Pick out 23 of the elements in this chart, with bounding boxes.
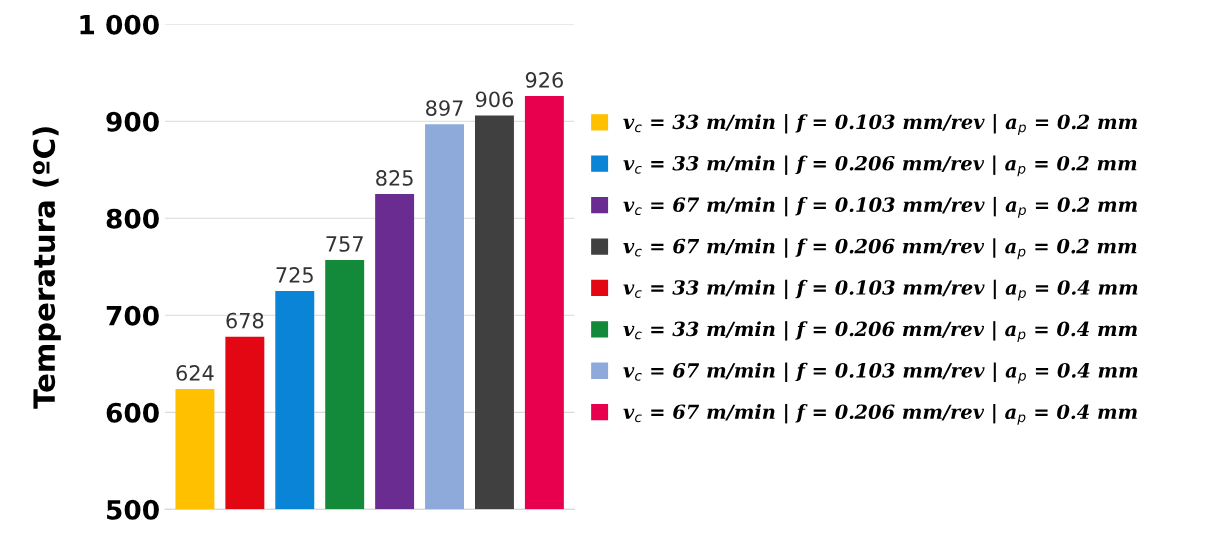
data-label: 906 [475, 91, 514, 108]
y-tick-label: 900 [106, 111, 159, 132]
y-tick-label: 700 [106, 305, 159, 326]
legend-label: v$_{c}$ = 67 m/min | f = 0.206 mm/rev | a$_{p}$ = 0.4 mm [623, 403, 1137, 425]
y-axis-title: Temperatura (ºC) [32, 127, 61, 409]
y-tick-label: 500 [107, 499, 159, 520]
legend-label: v$_{c}$ = 67 m/min | f = 0.103 mm/rev | a$_{p}$ = 0.4 mm [623, 362, 1138, 384]
y-tick-label: 600 [106, 402, 159, 423]
legend-label: v$_{c}$ = 67 m/min | f = 0.206 mm/rev | a$_{p}$ = 0.2 mm [623, 238, 1137, 260]
y-tick-label: 800 [106, 208, 159, 229]
legend-label: v$_{c}$ = 33 m/min | f = 0.206 mm/rev | a$_{p}$ = 0.4 mm [623, 321, 1137, 343]
data-label: 926 [525, 72, 563, 88]
legend-label: v$_{c}$ = 33 m/min | f = 0.103 mm/rev | a$_{p}$ = 0.2 mm [623, 114, 1137, 135]
y-tick-label: 1 000 [80, 14, 159, 35]
data-label: 825 [376, 170, 413, 186]
legend-label: v$_{c}$ = 33 m/min | f = 0.103 mm/rev | a$_{p}$ = 0.4 mm [623, 279, 1138, 301]
data-label: 757 [326, 236, 363, 252]
legend-label: v$_{c}$ = 33 m/min | f = 0.206 mm/rev | a$_{p}$ = 0.2 mm [623, 155, 1137, 177]
data-label: 624 [176, 365, 214, 381]
data-label: 678 [226, 312, 264, 329]
data-label: 725 [276, 267, 313, 283]
legend-label: v$_{c}$ = 67 m/min | f = 0.103 mm/rev | a$_{p}$ = 0.2 mm [623, 196, 1137, 218]
data-label: 897 [426, 100, 463, 116]
